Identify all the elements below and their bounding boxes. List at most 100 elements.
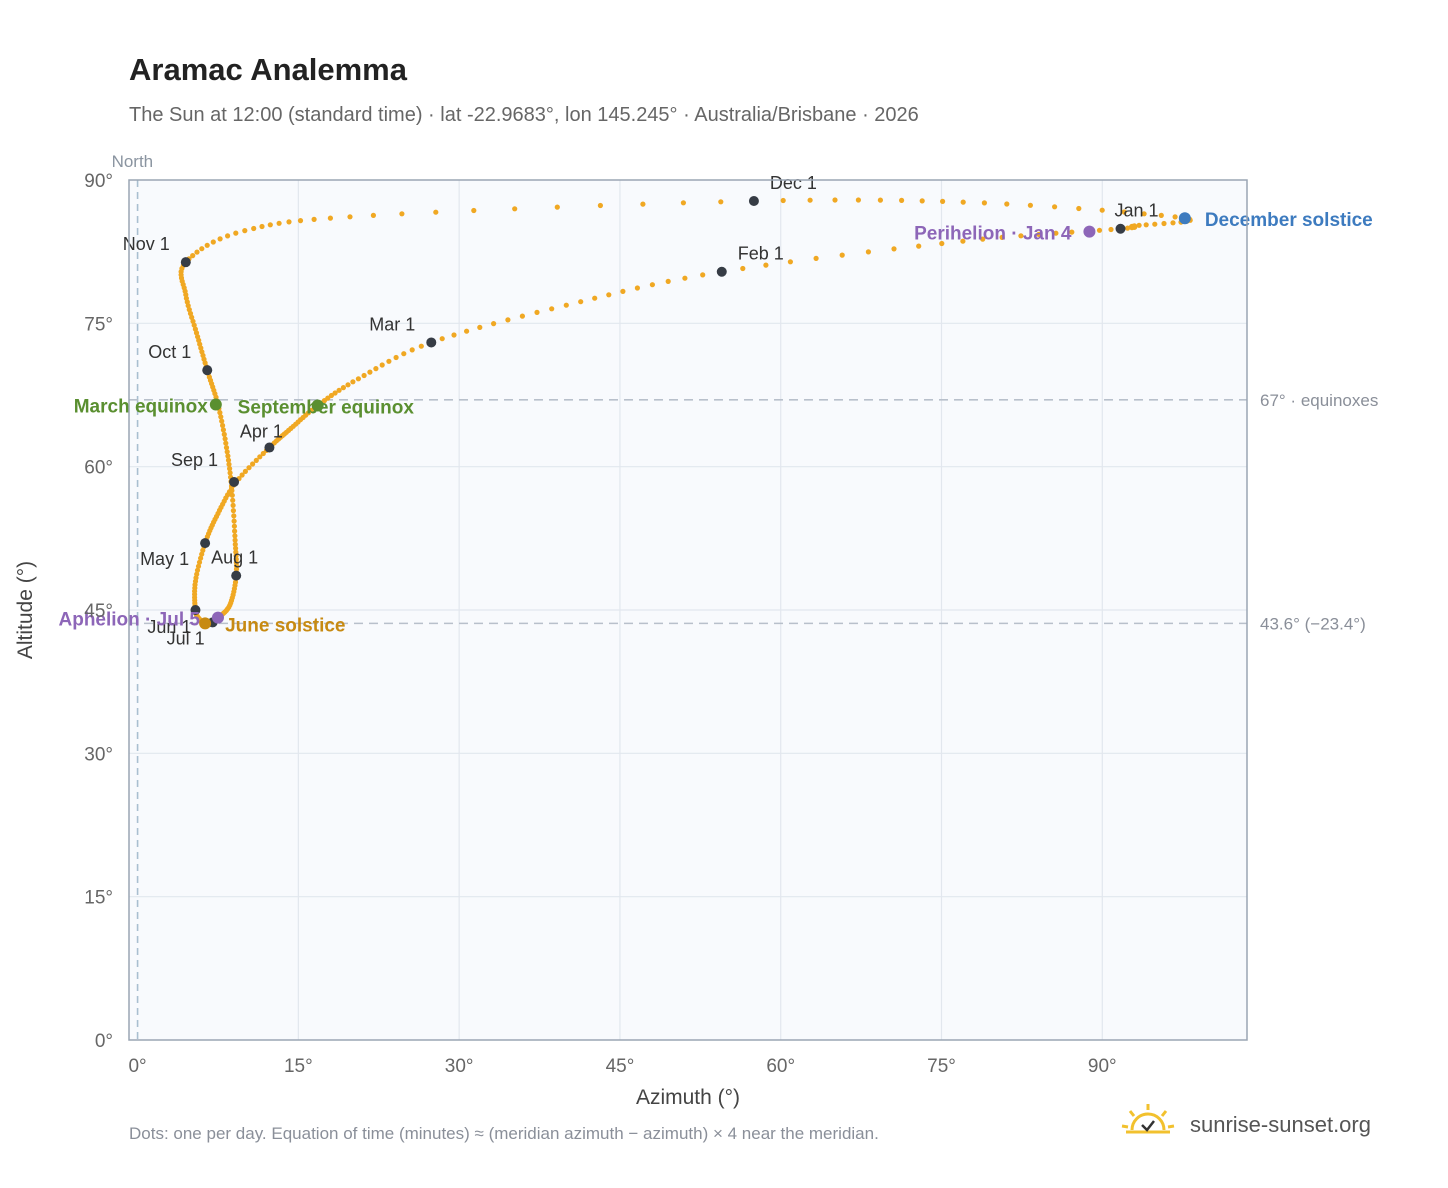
analemma-dot	[194, 249, 200, 255]
analemma-dot	[194, 567, 201, 573]
y-tick-label: 30°	[84, 744, 113, 765]
x-tick-label: 0°	[128, 1056, 146, 1077]
analemma-dot	[1036, 231, 1042, 237]
analemma-dot	[433, 209, 439, 215]
analemma-dot	[355, 376, 361, 382]
analemma-dot	[227, 470, 233, 476]
analemma-dot	[223, 445, 230, 451]
analemma-dot	[534, 309, 540, 315]
analemma-dot	[232, 537, 238, 543]
analemma-dot	[190, 253, 196, 259]
analemma-dot	[491, 321, 497, 327]
analemma-dot	[999, 234, 1005, 240]
analemma-dot	[1121, 209, 1127, 215]
analemma-dot	[620, 288, 626, 294]
analemma-dot	[519, 313, 526, 319]
analemma-dot	[877, 197, 884, 203]
analemma-dot	[1099, 207, 1105, 213]
analemma-dot	[839, 252, 845, 258]
analemma-dot	[221, 431, 227, 437]
y-axis-label: Altitude (°)	[14, 561, 37, 659]
analemma-dot	[399, 211, 405, 217]
analemma-dot	[191, 322, 197, 328]
analemma-dot	[439, 336, 445, 342]
month-marker-label: Dec 1	[770, 173, 817, 193]
analemma-dot	[1136, 222, 1142, 228]
analemma-dot	[328, 392, 334, 399]
chart-title: Aramac Analemma	[129, 52, 407, 87]
x-tick-label: 45°	[606, 1056, 635, 1077]
analemma-dot	[1152, 221, 1158, 227]
analemma-dot	[682, 275, 688, 281]
footnote: Dots: one per day. Equation of time (min…	[129, 1124, 879, 1143]
analemma-dot	[259, 223, 265, 230]
analemma-dot	[606, 292, 612, 298]
analemma-dot	[832, 197, 838, 203]
analemma-dot	[347, 214, 353, 220]
brand-logo[interactable]: sunrise-sunset.org	[1120, 1100, 1420, 1150]
analemma-dot	[231, 513, 237, 519]
analemma-dot	[217, 410, 223, 416]
analemma-dot	[563, 302, 569, 308]
plot-frame	[128, 179, 1248, 1041]
analemma-dot	[855, 197, 862, 203]
analemma-dot	[899, 197, 905, 203]
analemma-dot	[267, 222, 273, 228]
analemma-dot	[195, 563, 202, 569]
analemma-dot	[225, 453, 231, 459]
event-marker-dot	[311, 399, 324, 412]
analemma-dot	[373, 366, 379, 372]
analemma-dot	[225, 233, 231, 239]
month-marker-label: Feb 1	[738, 244, 784, 264]
analemma-dot	[327, 215, 333, 221]
analemma-dot	[311, 216, 317, 222]
event-marker-dot	[211, 611, 224, 624]
analemma-dot	[345, 382, 351, 388]
month-marker-label: Aug 1	[211, 548, 258, 568]
event-marker-dot	[1178, 212, 1191, 225]
analemma-dot	[232, 541, 238, 548]
month-marker-dot	[180, 257, 191, 268]
event-marker-dot	[209, 398, 222, 411]
analemma-dot	[592, 295, 598, 301]
event-marker-dot	[199, 617, 212, 630]
reference-line-label: 67° · equinoxes	[1260, 391, 1378, 410]
analemma-dot	[204, 242, 210, 248]
analemma-dot	[471, 207, 477, 214]
analemma-dot	[225, 457, 232, 463]
analemma-dot	[464, 328, 470, 334]
analemma-dot	[233, 549, 239, 555]
analemma-dot	[229, 488, 235, 494]
analemma-dot	[1004, 201, 1010, 207]
analemma-dot	[1161, 220, 1167, 227]
month-marker-label: Mar 1	[369, 314, 415, 334]
analemma-dot	[379, 362, 385, 368]
analemma-dot	[1170, 220, 1176, 226]
analemma-dot	[700, 272, 706, 278]
analemma-dot	[665, 278, 671, 284]
analemma-dot	[1125, 225, 1131, 231]
analemma-dot	[916, 243, 922, 249]
analemma-dot	[199, 551, 205, 557]
analemma-dot	[763, 262, 769, 268]
analemma-dot	[940, 198, 946, 204]
analemma-dot	[1172, 214, 1178, 220]
analemma-dot	[891, 246, 897, 252]
north-label: North	[112, 152, 154, 171]
x-tick-label: 15°	[284, 1056, 313, 1077]
analemma-dot	[190, 318, 196, 324]
reference-line-label: 43.6° (−23.4°)	[1260, 614, 1366, 633]
analemma-dot	[1141, 211, 1147, 217]
analemma-dot	[232, 533, 238, 539]
y-tick-label: 0°	[95, 1031, 113, 1052]
brand-name: sunrise-sunset.org	[1190, 1112, 1371, 1137]
reference-lines: North 67° · equinoxes 43.6° (−23.4°)	[112, 152, 1378, 1040]
analemma-dot	[246, 465, 252, 471]
analemma-dot	[787, 259, 794, 265]
analemma-dot	[1018, 233, 1024, 239]
month-marker-label: Jul 1	[167, 628, 205, 648]
y-tick-label: 90°	[84, 171, 113, 192]
analemma-dot	[332, 390, 338, 396]
axes: 0° 15° 30° 45° 60° 75° 90° 0° 15° 30° 45° 60° 75° 90°	[84, 171, 1116, 1077]
